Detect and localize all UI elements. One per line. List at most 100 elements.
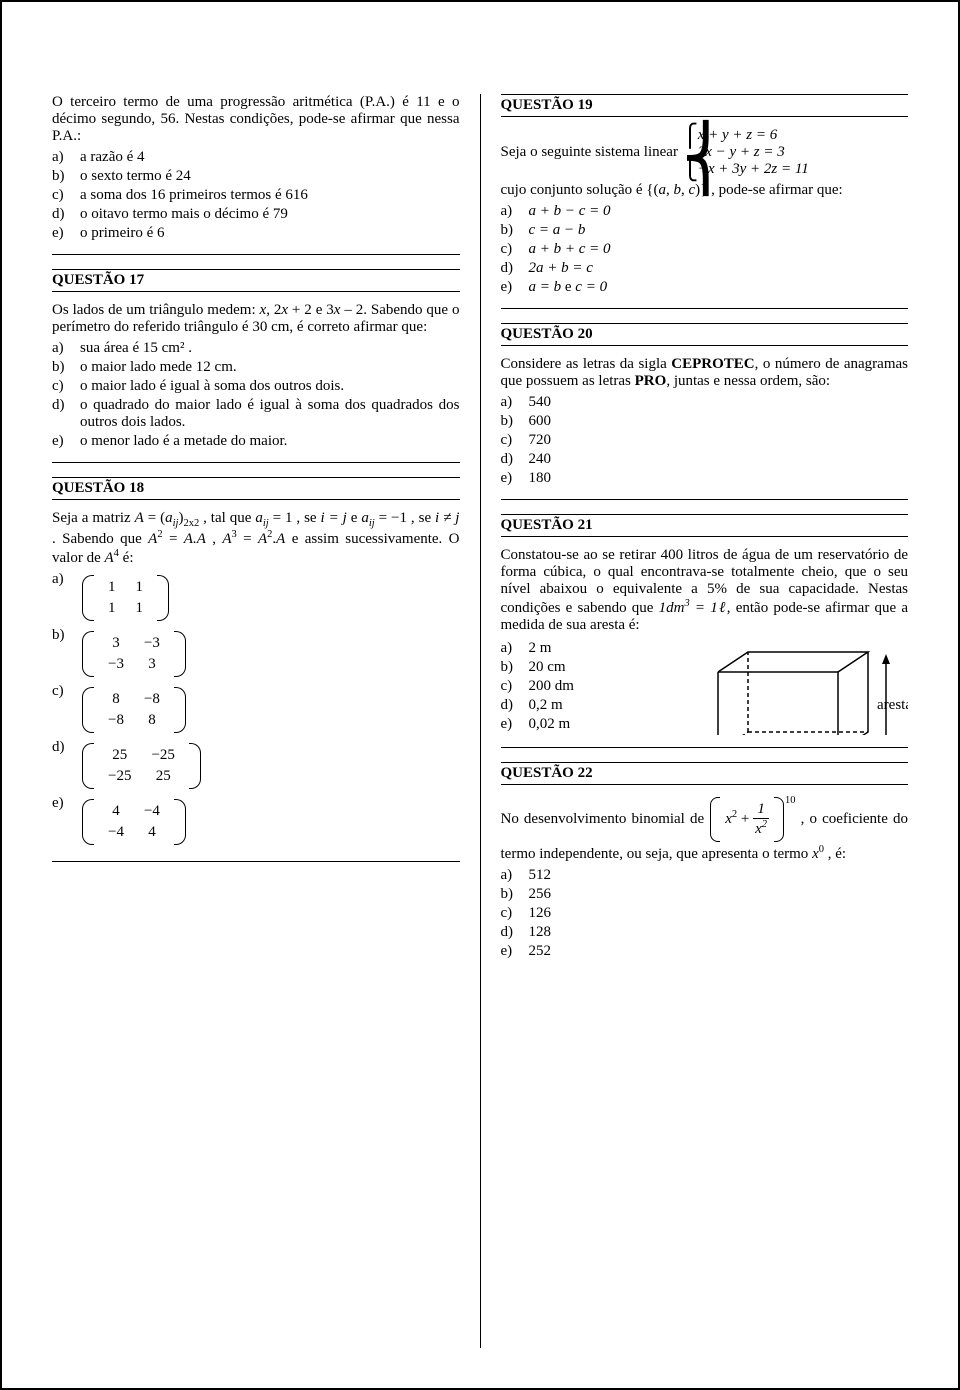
opt-label: e) [52, 225, 80, 242]
q16-options: a)a razão é 4 b)o sexto termo é 24 c)a s… [52, 149, 460, 242]
opt-label: b) [501, 222, 529, 239]
q22-title: QUESTÃO 22 [501, 762, 909, 785]
q22-opt-c: 126 [529, 905, 909, 922]
opt-label: b) [52, 168, 80, 185]
cube-icon [708, 642, 908, 735]
q16-opt-e: o primeiro é 6 [80, 225, 460, 242]
q19-intro: Seja o seguinte sistema linear ⎨ ⎧ ⎩ x +… [501, 127, 909, 178]
binomial-expr: x2 + 1x2 [709, 795, 785, 844]
opt-label: b) [501, 886, 529, 903]
q16-intro: O terceiro termo de uma progressão aritm… [52, 94, 460, 145]
opt-label: a) [501, 203, 529, 220]
q21-opt-b: 20 cm [529, 659, 701, 676]
left-column: O terceiro termo de uma progressão aritm… [52, 94, 460, 1348]
opt-label: d) [501, 260, 529, 277]
q17-intro: Os lados de um triângulo medem: x, 2x + … [52, 302, 460, 336]
q20-title: QUESTÃO 20 [501, 323, 909, 346]
matrix-c: 8−8−88 [80, 685, 188, 735]
q21-opt-a: 2 m [529, 640, 701, 657]
q22-opt-a: 512 [529, 867, 909, 884]
right-column: QUESTÃO 19 Seja o seguinte sistema linea… [501, 94, 909, 1348]
q18-options: a) 1111 b) 3−3−33 c) 8−8−88 d) 25−25−252… [52, 571, 460, 849]
opt-label: c) [501, 678, 529, 695]
exam-page: O terceiro termo de uma progressão aritm… [0, 0, 960, 1390]
q22-options: a)512 b)256 c)126 d)128 e)252 [501, 867, 909, 960]
cube-figure: aresta [708, 642, 908, 714]
q21-opt-e: 0,02 m [529, 716, 701, 733]
q16-opt-b: o sexto termo é 24 [80, 168, 460, 185]
opt-label: a) [52, 340, 80, 357]
opt-label: b) [501, 413, 529, 430]
opt-label: c) [52, 378, 80, 395]
opt-label: b) [52, 627, 80, 681]
q16-opt-c: a soma dos 16 primeiros termos é 616 [80, 187, 460, 204]
q17-opt-b: o maior lado mede 12 cm. [80, 359, 460, 376]
q17-options: a)sua área é 15 cm² . b)o maior lado med… [52, 340, 460, 450]
opt-label: e) [501, 470, 529, 487]
q22-opt-b: 256 [529, 886, 909, 903]
opt-label: d) [501, 924, 529, 941]
matrix-d: 25−25−2525 [80, 741, 203, 791]
q17-title: QUESTÃO 17 [52, 269, 460, 292]
opt-label: e) [52, 795, 80, 849]
q17-opt-c: o maior lado é igual à soma dos outros d… [80, 378, 460, 395]
separator [501, 308, 909, 309]
q19-options: a)a + b − c = 0 b)c = a − b c)a + b + c … [501, 203, 909, 296]
q20-options: a)540 b)600 c)720 d)240 e)180 [501, 394, 909, 487]
opt-label: d) [501, 451, 529, 468]
separator [52, 462, 460, 463]
q20-opt-e: 180 [529, 470, 909, 487]
q22-opt-d: 128 [529, 924, 909, 941]
q20-intro: Considere as letras da sigla CEPROTEC, o… [501, 356, 909, 390]
opt-label: c) [52, 187, 80, 204]
opt-label: c) [501, 241, 529, 258]
q19-title: QUESTÃO 19 [501, 94, 909, 117]
opt-label: a) [52, 571, 80, 625]
opt-label: e) [52, 433, 80, 450]
opt-label: d) [501, 697, 529, 714]
matrix-a: 1111 [80, 573, 171, 623]
q17-opt-a: sua área é 15 cm² . [80, 340, 460, 357]
opt-label: c) [501, 432, 529, 449]
opt-label: d) [52, 206, 80, 223]
opt-label: e) [501, 943, 529, 960]
q19-opt-d: 2a + b = c [529, 260, 909, 277]
opt-label: c) [501, 905, 529, 922]
q21-opt-d: 0,2 m [529, 697, 701, 714]
q21-opt-c: 200 dm [529, 678, 701, 695]
q22-opt-e: 252 [529, 943, 909, 960]
matrix-b: 3−3−33 [80, 629, 188, 679]
opt-label: c) [52, 683, 80, 737]
q19-opt-e: a = b e c = 0 [529, 279, 909, 296]
matrix-e: 4−4−44 [80, 797, 188, 847]
q19-opt-c: a + b + c = 0 [529, 241, 909, 258]
q21-title: QUESTÃO 21 [501, 514, 909, 537]
q19-opt-a: a + b − c = 0 [529, 203, 909, 220]
q20-opt-a: 540 [529, 394, 909, 411]
q19-opt-b: c = a − b [529, 222, 909, 239]
opt-label: a) [501, 640, 529, 657]
q16-opt-a: a razão é 4 [80, 149, 460, 166]
opt-label: b) [501, 659, 529, 676]
q20-opt-d: 240 [529, 451, 909, 468]
opt-label: e) [501, 279, 529, 296]
q16-opt-d: o oitavo termo mais o décimo é 79 [80, 206, 460, 223]
opt-label: d) [52, 397, 80, 431]
q21-body: aresta a)2 m b)20 cm c)200 dm d)0,2 m e)… [501, 638, 909, 735]
q18-title: QUESTÃO 18 [52, 477, 460, 500]
separator [52, 254, 460, 255]
separator [501, 747, 909, 748]
opt-label: a) [501, 867, 529, 884]
q20-opt-c: 720 [529, 432, 909, 449]
column-divider [480, 94, 481, 1348]
opt-label: d) [52, 739, 80, 793]
q17-opt-d: o quadrado do maior lado é igual à soma … [80, 397, 460, 431]
q21-intro: Constatou-se ao se retirar 400 litros de… [501, 547, 909, 634]
q17-opt-e: o menor lado é a metade do maior. [80, 433, 460, 450]
linear-system: ⎨ ⎧ ⎩ x + y + z = 6 2x − y + z = 3 −x + … [682, 127, 809, 178]
opt-label: a) [52, 149, 80, 166]
q22-intro: No desenvolvimento binomial de x2 + 1x2 … [501, 795, 909, 863]
opt-label: b) [52, 359, 80, 376]
opt-label: e) [501, 716, 529, 733]
q18-intro: Seja a matriz A = (aij)2x2 , tal que aij… [52, 510, 460, 567]
